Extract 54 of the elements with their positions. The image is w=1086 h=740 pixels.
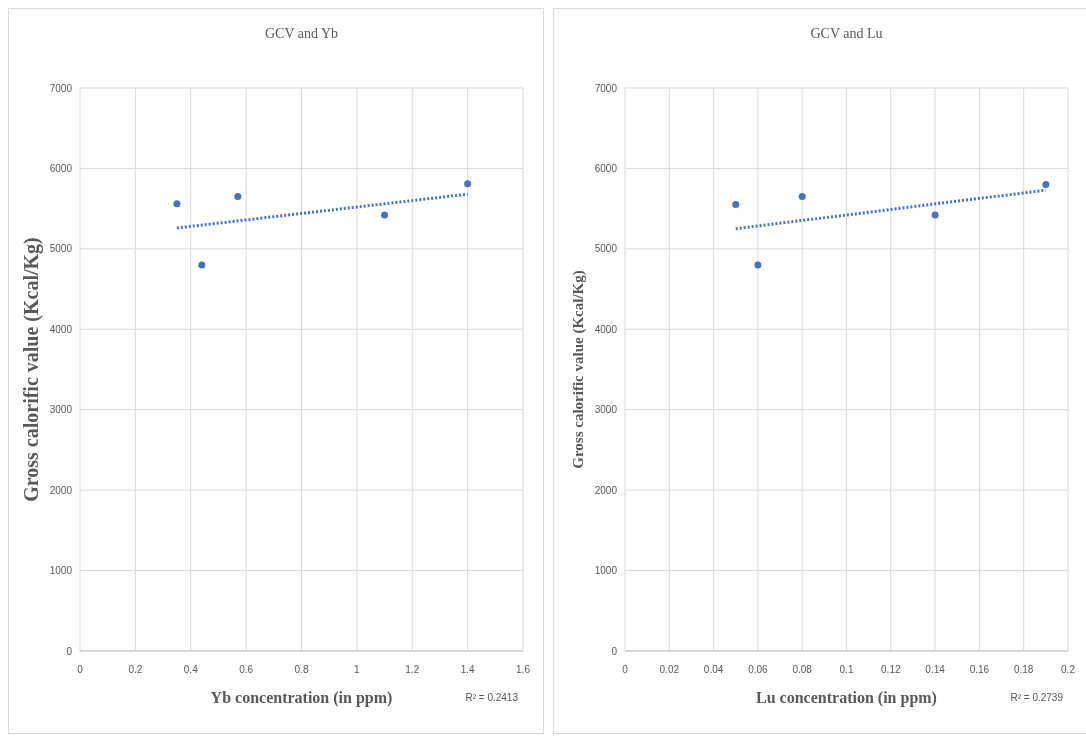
x-tick-label: 0.18 [1013, 664, 1034, 675]
y-tick-label: 5000 [49, 243, 73, 255]
point [234, 193, 242, 201]
y-axis-title: Gross calorific value (Kcal/Kg) [20, 237, 43, 502]
y-tick-label: 4000 [49, 323, 73, 335]
y-tick-label: 0 [611, 645, 618, 657]
x-tick-label: 0.06 [748, 664, 769, 675]
y-axis-title: Gross calorific value (Kcal/Kg) [570, 270, 587, 469]
y-tick-label: 1000 [594, 565, 618, 577]
x-tick-label: 1.2 [405, 664, 420, 675]
x-tick-label: 0.04 [703, 664, 724, 675]
y-tick-label: 1000 [49, 565, 73, 577]
point [931, 211, 939, 219]
x-axis-title: Yb concentration (in ppm) [210, 689, 393, 707]
x-tick-label: 0.12 [881, 664, 901, 675]
text: R² = 0.2413 [465, 692, 519, 703]
x-tick-label: 0.02 [659, 664, 680, 675]
x-tick-label: 0.2 [128, 664, 143, 675]
x-tick-label: 0 [622, 664, 629, 675]
x-tick-label: 0.1 [839, 664, 854, 675]
x-tick-label: 0.14 [925, 664, 946, 675]
point [198, 261, 206, 269]
point [173, 200, 181, 208]
x-tick-label: 0.08 [792, 664, 813, 675]
y-tick-label: 2000 [49, 484, 73, 496]
y-tick-label: 6000 [49, 162, 73, 174]
y-tick-label: 7000 [49, 82, 73, 94]
point [754, 261, 762, 269]
x-axis-title: Lu concentration (in ppm) [756, 689, 937, 707]
point [798, 193, 806, 201]
x-tick-label: 0.8 [294, 664, 309, 675]
y-tick-label: 5000 [594, 243, 618, 255]
point [732, 201, 740, 209]
y-tick-label: 3000 [594, 404, 618, 416]
x-tick-label: 0.16 [969, 664, 990, 675]
x-tick-label: 0.4 [183, 664, 199, 675]
y-tick-label: 3000 [49, 404, 73, 416]
y-tick-label: 2000 [594, 484, 618, 496]
y-tick-label: 0 [66, 645, 73, 657]
y-tick-label: 7000 [594, 82, 618, 94]
chart-title: GCV and Yb [264, 26, 339, 41]
x-tick-label: 0.2 [1061, 664, 1076, 675]
point [464, 180, 472, 188]
chart-title: GCV and Lu [810, 26, 883, 41]
text: R² = 0.2739 [1010, 692, 1064, 703]
y-tick-label: 6000 [594, 162, 618, 174]
x-tick-label: 1.4 [460, 664, 476, 675]
point [1042, 181, 1050, 189]
y-tick-label: 4000 [594, 323, 618, 335]
x-tick-label: 1 [354, 664, 361, 675]
x-tick-label: 0.6 [239, 664, 254, 675]
x-tick-label: 1.6 [516, 664, 531, 675]
x-tick-label: 0 [77, 664, 84, 675]
point [381, 211, 389, 219]
